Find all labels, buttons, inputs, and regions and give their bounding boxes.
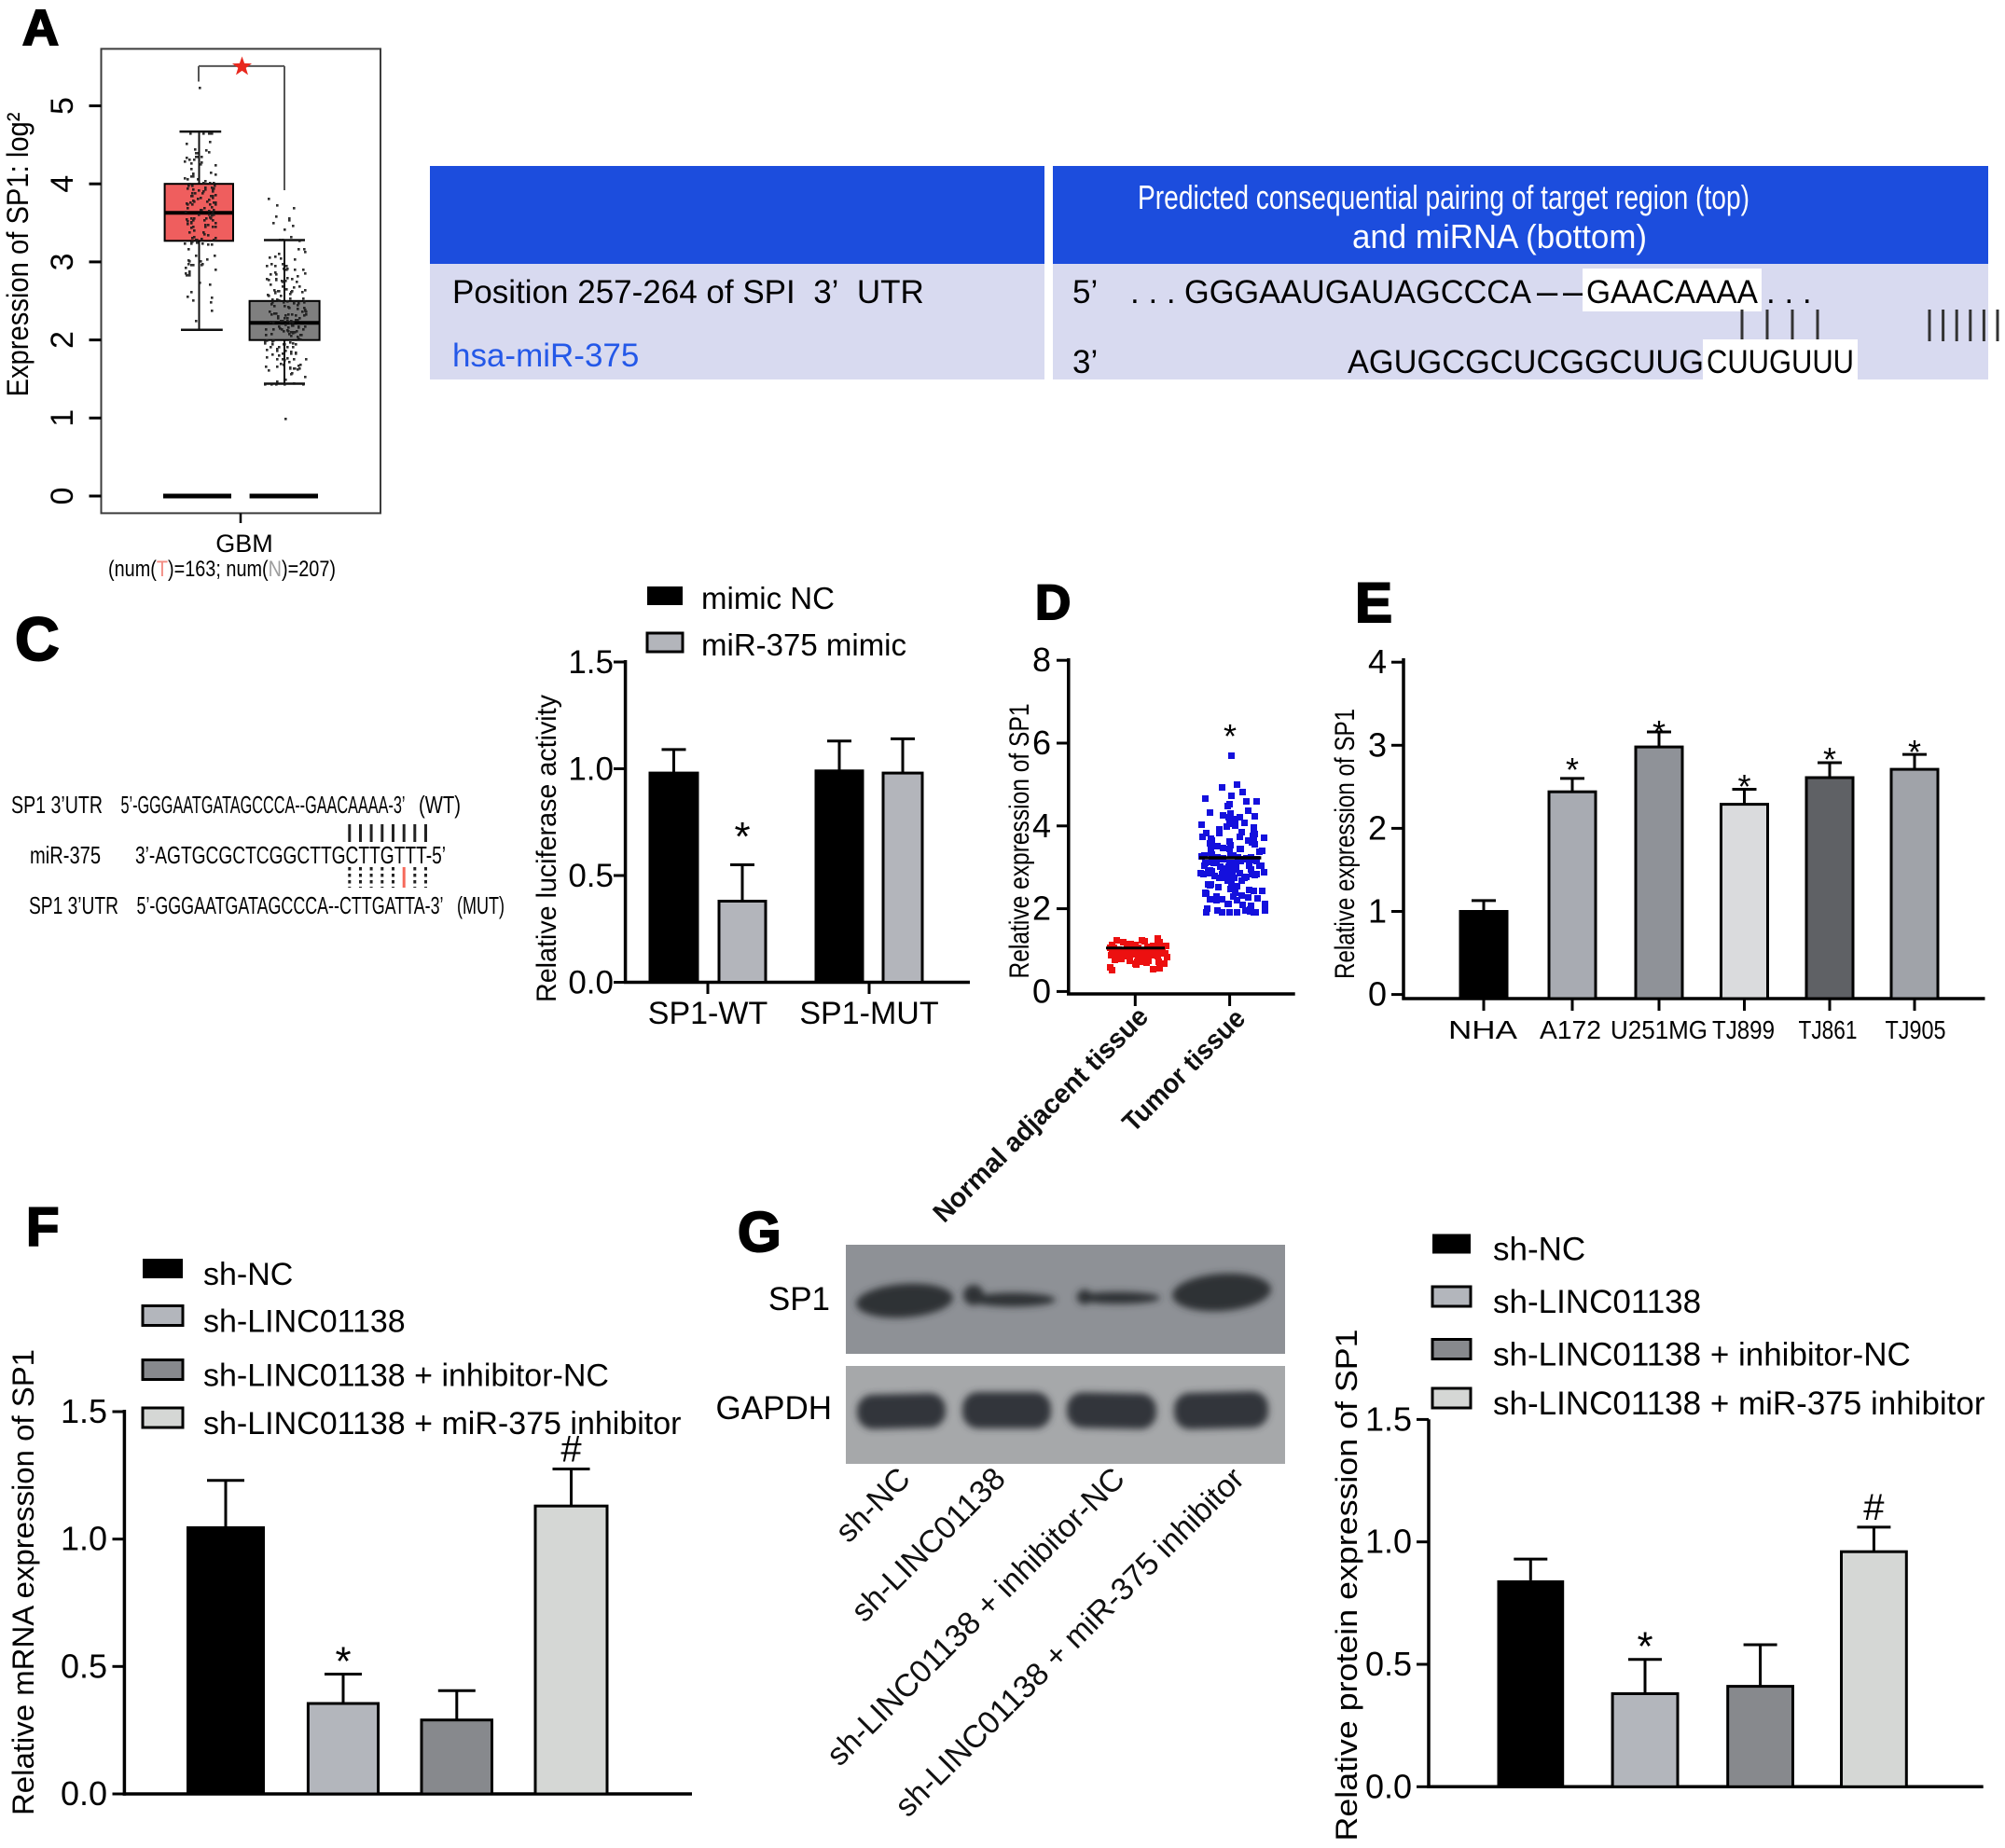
svg-text:SP1-MUT: SP1-MUT <box>799 996 938 1031</box>
svg-text:SP1: SP1 <box>768 1281 830 1317</box>
svg-text:1.0: 1.0 <box>1365 1523 1412 1561</box>
svg-text:4: 4 <box>45 175 80 193</box>
svg-text:hsa-miR-375: hsa-miR-375 <box>452 338 639 374</box>
svg-text:*: * <box>734 814 750 860</box>
svg-text:E: E <box>1355 572 1392 634</box>
svg-text:F: F <box>26 1197 59 1258</box>
svg-text:6: 6 <box>1032 724 1051 762</box>
svg-text:sh-LINC01138 + miR-375 inhibit: sh-LINC01138 + miR-375 inhibitor <box>1493 1386 1985 1422</box>
svg-text:5’: 5’ <box>1072 274 1098 310</box>
svg-text:1.5: 1.5 <box>1365 1400 1412 1438</box>
svg-text:0.0: 0.0 <box>61 1774 107 1813</box>
svg-text:A: A <box>22 0 59 56</box>
svg-text:sh-LINC01138: sh-LINC01138 <box>203 1304 406 1340</box>
svg-text:5’-GGGAATGATAGCCCA--CTTGATTA-3: 5’-GGGAATGATAGCCCA--CTTGATTA-3’ <box>137 891 444 919</box>
svg-text:GGGAAUGAUAGCCCA: GGGAAUGAUAGCCCA <box>1184 274 1532 310</box>
svg-text:TJ861: TJ861 <box>1799 1015 1858 1044</box>
svg-text:4: 4 <box>1032 807 1051 845</box>
svg-text:sh-LINC01138: sh-LINC01138 <box>1493 1284 1701 1320</box>
svg-text:. . .: . . . <box>1130 274 1176 310</box>
svg-text:0: 0 <box>1368 975 1387 1014</box>
svg-text:Predicted consequential pairin: Predicted consequential pairing of targe… <box>1138 178 1749 216</box>
svg-text:SP1 3’UTR: SP1 3’UTR <box>29 891 118 919</box>
svg-text:2: 2 <box>45 331 80 349</box>
svg-text:Relative protein expression of: Relative protein expression of SP1 <box>1330 1330 1363 1841</box>
svg-text:1.5: 1.5 <box>568 644 614 681</box>
svg-text:U251MG: U251MG <box>1611 1015 1708 1044</box>
svg-text:Relative expression of SP1: Relative expression of SP1 <box>1004 704 1035 979</box>
svg-text:Relative mRNA expression of SP: Relative mRNA expression of SP1 <box>7 1349 40 1815</box>
svg-text:sh-NC: sh-NC <box>203 1257 293 1292</box>
svg-text:sh-LINC01138 + inhibitor-NC: sh-LINC01138 + inhibitor-NC <box>1493 1337 1911 1373</box>
svg-text:SP1-WT: SP1-WT <box>648 996 767 1031</box>
svg-text:0.5: 0.5 <box>1365 1645 1412 1683</box>
svg-text:#: # <box>1863 1487 1885 1528</box>
svg-text:0.5: 0.5 <box>568 858 614 894</box>
svg-text:AGUGCGCUCGGCUUG: AGUGCGCUCGGCUUG <box>1348 344 1704 380</box>
svg-text:1.0: 1.0 <box>568 752 614 788</box>
svg-text:NHA: NHA <box>1448 1015 1517 1044</box>
svg-text:0: 0 <box>1032 972 1051 1010</box>
svg-text:(MUT): (MUT) <box>457 891 505 919</box>
svg-text:. . .: . . . <box>1766 274 1812 310</box>
svg-text:miR-375: miR-375 <box>30 841 101 869</box>
svg-text:0.0: 0.0 <box>568 965 614 1001</box>
svg-text:8: 8 <box>1032 641 1051 679</box>
svg-text:3: 3 <box>1368 725 1387 764</box>
svg-text:#: # <box>560 1429 582 1470</box>
svg-text:G: G <box>738 1201 781 1263</box>
svg-text:3’: 3’ <box>1072 344 1098 380</box>
svg-text:*: * <box>1652 713 1666 752</box>
svg-text:2: 2 <box>1032 890 1051 928</box>
svg-text:CUUGUUU: CUUGUUU <box>1707 344 1854 380</box>
svg-text:1: 1 <box>1368 892 1387 931</box>
svg-text:3: 3 <box>45 253 80 270</box>
svg-text:GBM: GBM <box>215 530 273 558</box>
svg-text:Relative expression of SP1: Relative expression of SP1 <box>1330 709 1361 979</box>
svg-text:mimic NC: mimic NC <box>701 581 835 615</box>
svg-text:D: D <box>1035 575 1071 630</box>
svg-text:SP1 3’UTR: SP1 3’UTR <box>11 791 103 819</box>
svg-text:0.5: 0.5 <box>61 1647 107 1685</box>
svg-text:1.0: 1.0 <box>61 1520 107 1558</box>
svg-text:*: * <box>1737 767 1750 806</box>
svg-text:*: * <box>1224 717 1237 755</box>
svg-text:GAACAAAA: GAACAAAA <box>1586 274 1759 310</box>
svg-text:1.5: 1.5 <box>61 1392 107 1430</box>
svg-text:C: C <box>15 604 60 673</box>
svg-text:*: * <box>1637 1624 1652 1670</box>
svg-text:miR-375 mimic: miR-375 mimic <box>701 627 906 662</box>
svg-text:A172: A172 <box>1540 1015 1601 1044</box>
svg-text:3’-AGTGCGCTCGGCTTGCTTGTTT-5’: 3’-AGTGCGCTCGGCTTGCTTGTTT-5’ <box>135 841 446 869</box>
svg-text:Position 257-264 of SPI 3’ U: Position 257-264 of SPI 3’ UTR <box>452 274 924 310</box>
svg-text:*: * <box>1566 751 1579 789</box>
svg-text:TJ905: TJ905 <box>1886 1015 1946 1044</box>
svg-text:0: 0 <box>45 488 80 505</box>
svg-text:sh-NC: sh-NC <box>1493 1232 1585 1268</box>
svg-text:and miRNA (bottom): and miRNA (bottom) <box>1352 217 1647 255</box>
svg-text:GAPDH: GAPDH <box>716 1390 832 1427</box>
svg-text:0.0: 0.0 <box>1365 1767 1412 1805</box>
svg-text:5: 5 <box>45 97 80 115</box>
svg-text:*: * <box>1908 733 1921 771</box>
svg-text:sh-LINC01138 + miR-375 inhibit: sh-LINC01138 + miR-375 inhibitor <box>203 1406 681 1441</box>
svg-text:TJ899: TJ899 <box>1712 1015 1775 1044</box>
svg-text:Expression of SP1: log²: Expression of SP1: log² <box>1 112 35 396</box>
svg-text:*: * <box>1823 740 1836 779</box>
svg-text:(num(T)=163; num(N)=207): (num(T)=163; num(N)=207) <box>108 557 336 582</box>
svg-text:4: 4 <box>1368 642 1387 681</box>
svg-text:5’-GGGAATGATAGCCCA--GAACAAAA-3: 5’-GGGAATGATAGCCCA--GAACAAAA-3’ <box>121 791 406 819</box>
svg-text:–: – <box>1563 271 1584 312</box>
svg-text:–: – <box>1537 271 1558 312</box>
svg-text:sh-LINC01138 + inhibitor-NC: sh-LINC01138 + inhibitor-NC <box>203 1358 609 1394</box>
svg-text:2: 2 <box>1368 808 1387 847</box>
svg-text:1: 1 <box>45 409 80 427</box>
svg-text:(WT): (WT) <box>419 791 461 819</box>
svg-text:*: * <box>335 1639 351 1685</box>
svg-text:Relative luciferase activity: Relative luciferase activity <box>532 695 562 1002</box>
